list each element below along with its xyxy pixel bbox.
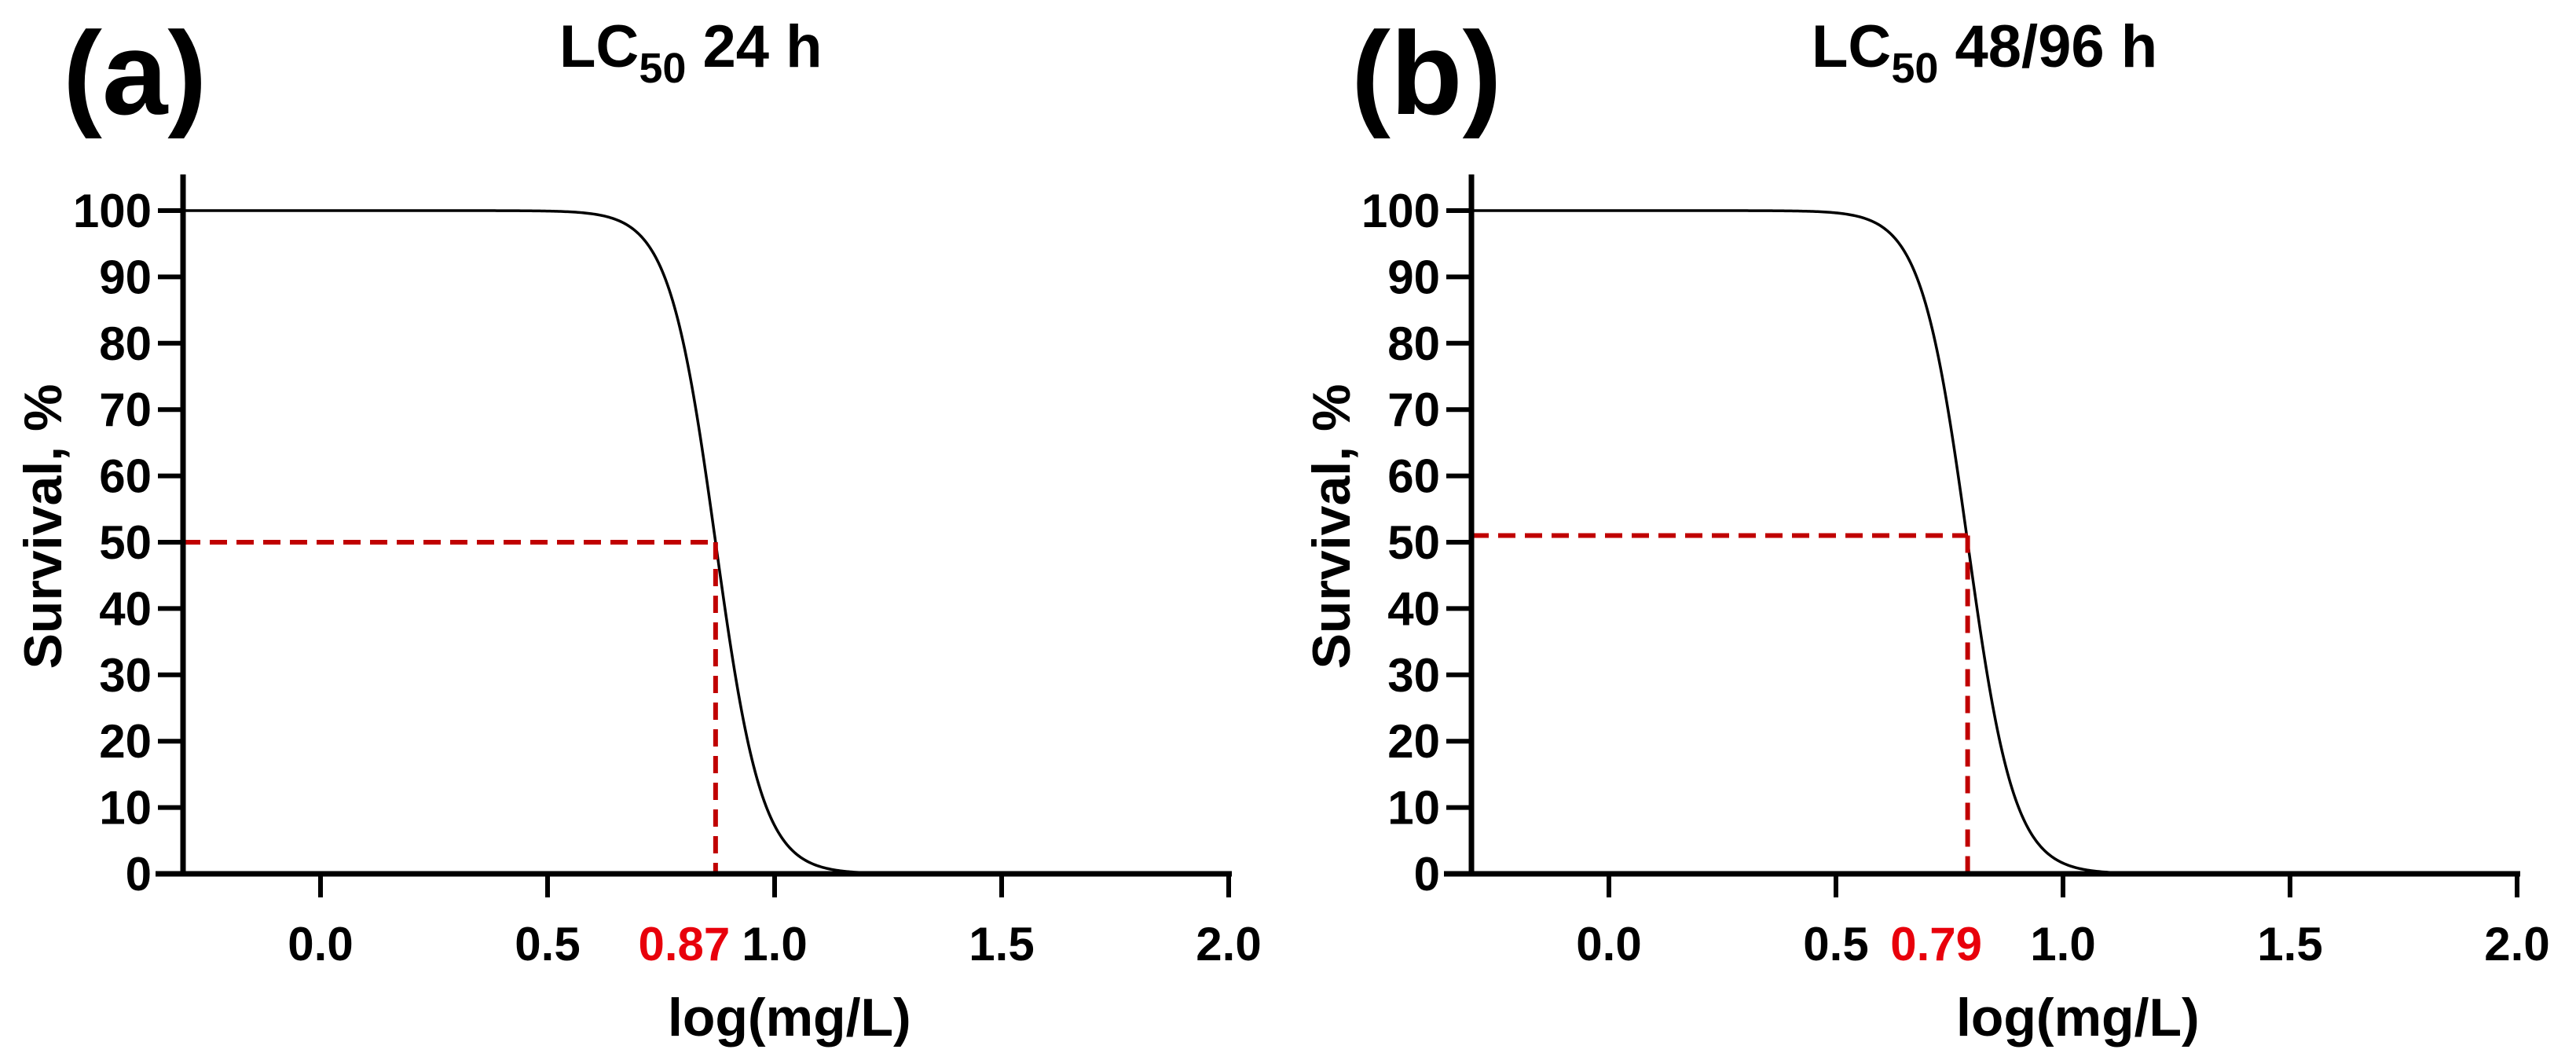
chart-title-subscript: 50 xyxy=(1891,45,1939,92)
y-tick-label: 80 xyxy=(1387,317,1440,370)
chart-title-main: LC xyxy=(559,13,639,80)
chart-title-main: LC xyxy=(1812,13,1892,80)
chart-panel-b: (b) LC50 48/96 h 0 10 20 30 40 50 60 70 80 90 100 0… xyxy=(1288,0,2576,1064)
chart-title: LC50 48/96 h xyxy=(1812,17,2157,90)
y-tick-label: 60 xyxy=(99,450,152,503)
lc50-value-label: 0.87 xyxy=(638,918,730,970)
chart-panel-a: (a) LC50 24 h 0 10 20 30 40 50 60 70 80 90 100 0.0 0… xyxy=(13,7,1262,1047)
chart-title-suffix: 24 h xyxy=(686,13,823,80)
y-tick-label: 40 xyxy=(99,582,152,635)
chart-plot: 0 10 20 30 40 50 60 70 80 90 100 0.0 0.5 1.0 1.5 2.0 0.8… xyxy=(13,174,1262,1047)
y-tick-label: 20 xyxy=(1387,715,1440,768)
x-tick-label: 0.5 xyxy=(515,918,580,970)
chart-title-subscript: 50 xyxy=(639,45,687,92)
panel-label: (b) xyxy=(1351,7,1502,139)
chart-plot: 0 10 20 30 40 50 60 70 80 90 100 0.0 0.5 1.0 1.5 2.0 0.7… xyxy=(1302,174,2550,1047)
panel-label: (a) xyxy=(63,7,207,139)
x-axis-label: log(mg/L) xyxy=(1956,988,2200,1047)
y-tick-label: 10 xyxy=(99,782,152,835)
y-tick-label: 0 xyxy=(1414,848,1440,901)
x-tick-label: 1.5 xyxy=(2257,918,2322,970)
x-tick-label: 2.0 xyxy=(1196,918,1261,970)
y-tick-label: 70 xyxy=(99,383,152,436)
x-tick-label: 0.5 xyxy=(1803,918,1868,970)
y-tick-label: 70 xyxy=(1387,383,1440,436)
y-tick-label: 80 xyxy=(99,317,152,370)
y-axis-label: Survival, % xyxy=(13,384,73,670)
y-tick-label: 30 xyxy=(99,649,152,702)
dose-response-curve xyxy=(1472,209,2127,875)
lc50-value-label: 0.79 xyxy=(1890,918,1982,970)
x-tick-label: 1.5 xyxy=(969,918,1034,970)
y-tick-label: 30 xyxy=(1387,649,1440,702)
dose-response-curve xyxy=(184,209,875,875)
y-tick-label: 20 xyxy=(99,715,152,768)
y-tick-label: 10 xyxy=(1387,782,1440,835)
y-axis-label: Survival, % xyxy=(1302,384,1361,670)
y-tick-label: 0 xyxy=(126,848,152,901)
x-axis-label: log(mg/L) xyxy=(668,988,911,1047)
x-tick-label: 1.0 xyxy=(2030,918,2095,970)
x-tick-label: 2.0 xyxy=(2484,918,2549,970)
y-tick-label: 100 xyxy=(73,185,152,237)
y-tick-label: 40 xyxy=(1387,582,1440,635)
y-tick-label: 90 xyxy=(99,251,152,303)
chart-title-suffix: 48/96 h xyxy=(1938,13,2158,80)
y-tick-label: 60 xyxy=(1387,450,1440,503)
y-tick-label: 100 xyxy=(1361,185,1440,237)
x-tick-label: 0.0 xyxy=(288,918,353,970)
x-tick-label: 1.0 xyxy=(742,918,807,970)
y-tick-label: 50 xyxy=(99,516,152,569)
y-tick-label: 50 xyxy=(1387,516,1440,569)
x-tick-label: 0.0 xyxy=(1576,918,1641,970)
y-tick-label: 90 xyxy=(1387,251,1440,303)
chart-title: LC50 24 h xyxy=(559,17,823,90)
